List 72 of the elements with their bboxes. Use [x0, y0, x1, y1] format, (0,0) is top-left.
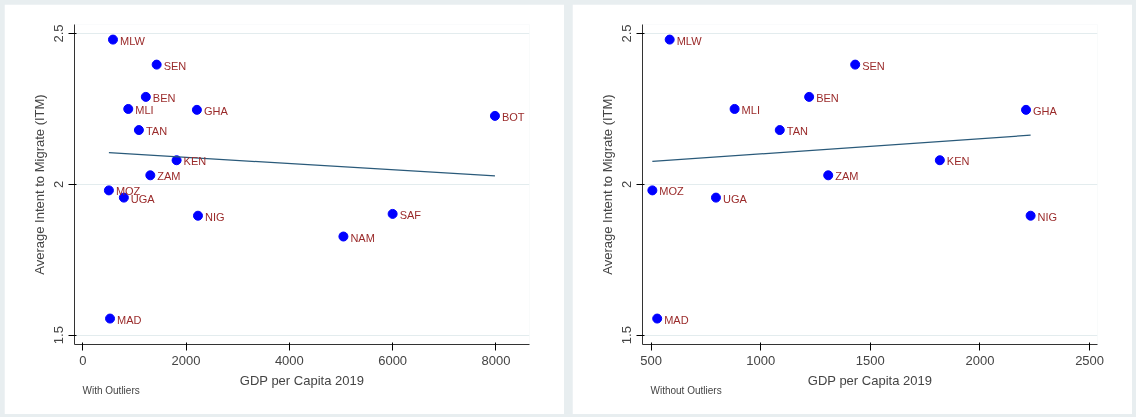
text: Without Outliers: [650, 384, 722, 396]
annotation: SEN: [163, 59, 187, 72]
point: [489, 110, 500, 121]
point: [105, 313, 116, 324]
point: [191, 104, 202, 115]
x-axis-title: GDP per Capita 2019: [807, 372, 932, 388]
point: [652, 313, 663, 324]
annotation: GHA: [1033, 104, 1058, 117]
point: [103, 185, 114, 196]
point: [1025, 210, 1036, 221]
x-tick-label: 6000: [378, 352, 408, 368]
annotation: MLW: [119, 34, 146, 47]
y-tick-label: 2.5: [619, 24, 635, 43]
point: [710, 192, 721, 203]
point: [140, 91, 151, 102]
point: [192, 210, 203, 221]
y-tick-label: 2: [619, 180, 635, 188]
point: [729, 103, 740, 114]
annotation: NIG: [1037, 210, 1058, 223]
point: [107, 34, 118, 45]
annotation: NIG: [204, 210, 225, 223]
annotation: UGA: [722, 192, 748, 205]
x-tick-label: 500: [640, 352, 662, 368]
y-axis-title: Average Intent to Migrate (ITM): [599, 94, 615, 275]
y-tick-label: 2.5: [51, 24, 67, 43]
y-tick-label: 1.5: [51, 326, 67, 345]
annotation: TAN: [786, 125, 809, 138]
point: [774, 125, 785, 136]
x-tick-label: 1500: [855, 352, 885, 368]
x-axis-title: GDP per Capita 2019: [239, 372, 364, 388]
annotation: ZAM: [157, 170, 181, 183]
x-tick-label: 1000: [746, 352, 776, 368]
point: [804, 91, 815, 102]
y-tick-label: 2: [51, 180, 67, 188]
annotation: MLI: [741, 103, 760, 116]
annotation: MAD: [117, 313, 142, 326]
point: [387, 208, 398, 219]
y-axis-title: Average Intent to Migrate (ITM): [31, 94, 47, 275]
point: [850, 59, 861, 70]
annotation: MLI: [135, 103, 154, 116]
x-tick-label: 8000: [481, 352, 511, 368]
annotation: SAF: [399, 208, 422, 221]
point: [123, 103, 134, 114]
point: [151, 59, 162, 70]
annotation: MAD: [664, 313, 689, 326]
annotation: MLW: [676, 34, 703, 47]
x-tick-label: 2000: [965, 352, 995, 368]
point: [133, 125, 144, 136]
point: [647, 185, 658, 196]
annotation: BEN: [816, 91, 839, 104]
point: [145, 170, 156, 181]
y-tick-label: 1.5: [619, 326, 635, 345]
x-tick-label: 2000: [171, 352, 201, 368]
annotation: SEN: [862, 59, 885, 72]
point: [823, 170, 834, 181]
point: [338, 231, 349, 242]
x-tick-label: 2500: [1075, 352, 1105, 368]
point: [934, 155, 945, 166]
annotation: ZAM: [835, 170, 859, 183]
annotation: KEN: [946, 155, 970, 168]
annotation: MOZ: [659, 185, 685, 198]
text: With Outliers: [82, 384, 140, 396]
annotation: KEN: [183, 155, 207, 168]
annotation: NAM: [350, 231, 375, 244]
annotation: BOT: [501, 110, 525, 123]
x-tick-label: 4000: [274, 352, 304, 368]
x-tick-label: 0: [79, 352, 87, 368]
point: [1021, 104, 1032, 115]
annotation: TAN: [145, 125, 168, 138]
annotation: BEN: [152, 91, 176, 104]
point: [664, 34, 675, 45]
annotation: GHA: [203, 104, 229, 117]
